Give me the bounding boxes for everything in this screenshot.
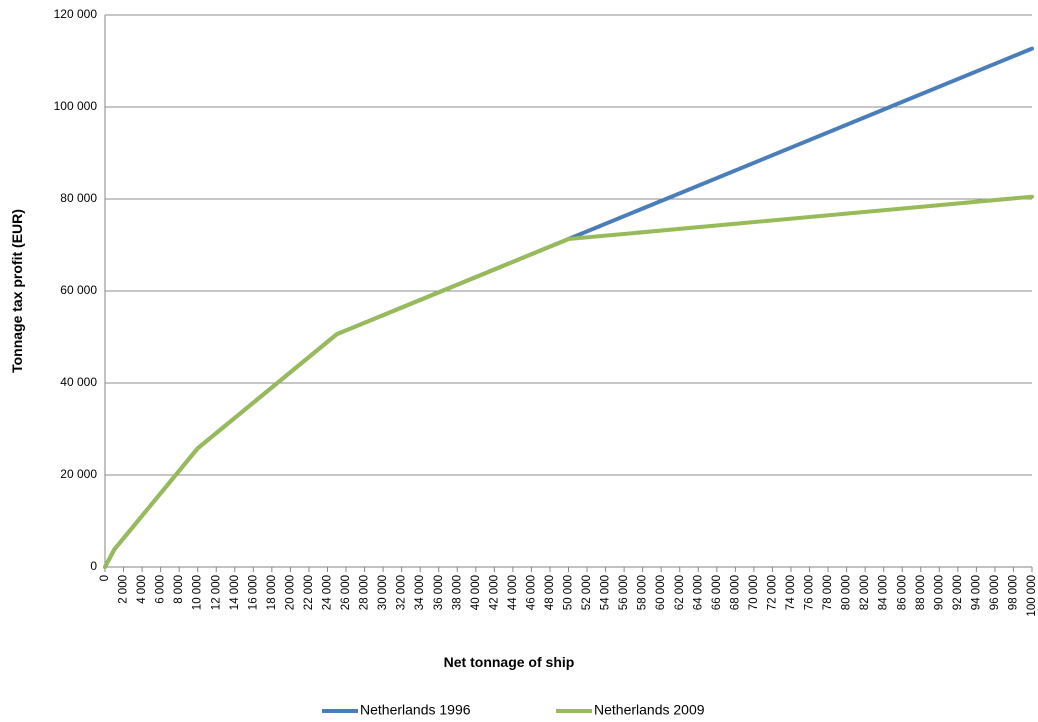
x-tick-label: 10 000	[192, 575, 204, 610]
y-tick-label: 60 000	[60, 283, 97, 297]
x-tick-label: 4 000	[136, 575, 148, 604]
series-lines	[103, 46, 1034, 569]
x-tick-label: 64 000	[692, 575, 704, 610]
x-tick-label: 70 000	[748, 575, 760, 610]
x-tick-label: 54 000	[600, 575, 612, 610]
y-tick-label: 0	[90, 559, 97, 573]
x-tick-label: 66 000	[711, 575, 723, 610]
x-tick-label: 58 000	[637, 575, 649, 610]
x-tick-label: 44 000	[507, 575, 519, 610]
x-tick-label: 46 000	[525, 575, 537, 610]
y-tick-label: 100 000	[54, 99, 98, 113]
x-tick-label: 72 000	[766, 575, 778, 610]
x-tick-label: 32 000	[396, 575, 408, 610]
x-tick-label: 6 000	[155, 575, 167, 604]
x-tick-label: 40 000	[470, 575, 482, 610]
x-tick-label: 0	[99, 575, 111, 581]
y-tick-label: 120 000	[54, 7, 98, 21]
x-tick-label: 36 000	[433, 575, 445, 610]
x-tick-label: 100 000	[1026, 575, 1038, 617]
y-axis-title: Tonnage tax profit (EUR)	[9, 209, 25, 373]
x-tick-label: 62 000	[674, 575, 686, 610]
x-tick-label: 68 000	[729, 575, 741, 610]
x-axis-title: Net tonnage of ship	[444, 654, 575, 670]
x-tick-label: 24 000	[322, 575, 334, 610]
x-tick-label: 78 000	[822, 575, 834, 610]
series-line-netherlands-2009	[103, 194, 1034, 569]
y-tick-label: 40 000	[60, 375, 97, 389]
y-tick-label: 80 000	[60, 191, 97, 205]
x-tick-label: 96 000	[989, 575, 1001, 610]
x-tick-label: 2 000	[118, 575, 130, 604]
x-tick-label: 42 000	[488, 575, 500, 610]
legend-label-netherlands-1996: Netherlands 1996	[360, 702, 471, 718]
x-tick-label: 16 000	[247, 575, 259, 610]
x-tick-label: 22 000	[303, 575, 315, 610]
x-tick-label: 30 000	[377, 575, 389, 610]
x-tick-label: 92 000	[952, 575, 964, 610]
x-tick-label: 90 000	[933, 575, 945, 610]
x-tick-label: 20 000	[284, 575, 296, 610]
x-tick-label: 56 000	[618, 575, 630, 610]
x-tick-label: 26 000	[340, 575, 352, 610]
series-line-netherlands-1996	[103, 46, 1034, 569]
x-tick-label: 60 000	[655, 575, 667, 610]
x-tick-label: 28 000	[359, 575, 371, 610]
x-tick-label: 34 000	[414, 575, 426, 610]
x-tick-label: 74 000	[785, 575, 797, 610]
x-tick-label: 88 000	[915, 575, 927, 610]
x-tick-label: 12 000	[210, 575, 222, 610]
x-tick-label: 50 000	[563, 575, 575, 610]
x-tick-label: 38 000	[451, 575, 463, 610]
x-tick-label: 8 000	[173, 575, 185, 604]
x-tick-label: 48 000	[544, 575, 556, 610]
legend: Netherlands 1996 Netherlands 2009	[322, 702, 705, 718]
grid-lines	[104, 14, 1032, 568]
x-tick-label: 76 000	[804, 575, 816, 610]
x-tick-label: 14 000	[229, 575, 241, 610]
x-tick-label: 18 000	[266, 575, 278, 610]
x-tick-label: 82 000	[859, 575, 871, 610]
x-tick-label: 52 000	[581, 575, 593, 610]
x-tick-label: 98 000	[1007, 575, 1019, 610]
x-tick-label: 80 000	[841, 575, 853, 610]
y-axis-ticks: 0 20 000 40 000 60 000 80 000 100 000 120 000	[54, 7, 98, 573]
x-tick-label: 84 000	[878, 575, 890, 610]
x-axis-ticks: 0 2 000 4 000 6 000 8 000 10 000 12 000 14 000 1…	[99, 567, 1038, 617]
x-tick-label: 94 000	[970, 575, 982, 610]
x-tick-label: 86 000	[896, 575, 908, 610]
legend-label-netherlands-2009: Netherlands 2009	[594, 702, 705, 718]
y-tick-label: 20 000	[60, 467, 97, 481]
